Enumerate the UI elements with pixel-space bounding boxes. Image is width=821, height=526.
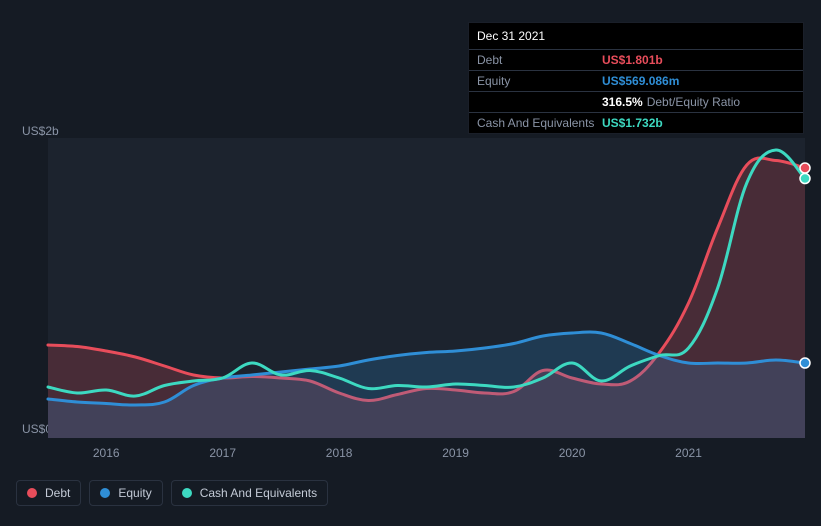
legend-item-equity[interactable]: Equity	[89, 480, 162, 506]
x-axis-tick: 2019	[442, 446, 469, 460]
tooltip-value-cash: US$1.732b	[602, 116, 663, 130]
legend-label: Equity	[118, 486, 151, 500]
tooltip-value-equity: US$569.086m	[602, 74, 679, 88]
x-axis-tick: 2020	[559, 446, 586, 460]
legend-swatch	[27, 488, 37, 498]
tooltip-label: Debt	[477, 53, 602, 67]
legend-label: Debt	[45, 486, 70, 500]
x-axis-tick: 2021	[675, 446, 702, 460]
tooltip-value-debt: US$1.801b	[602, 53, 663, 67]
tooltip-label	[477, 95, 602, 109]
tooltip-row-debt: Debt US$1.801b	[469, 50, 803, 71]
tooltip-label: Equity	[477, 74, 602, 88]
y-axis-tick-max: US$2b	[22, 124, 59, 138]
legend-swatch	[100, 488, 110, 498]
legend-swatch	[182, 488, 192, 498]
tooltip-value-ratio: 316.5%Debt/Equity Ratio	[602, 95, 740, 109]
legend-item-cash-and-equivalents[interactable]: Cash And Equivalents	[171, 480, 328, 506]
tooltip-row-equity: Equity US$569.086m	[469, 71, 803, 92]
tooltip-row-cash: Cash And Equivalents US$1.732b	[469, 113, 803, 133]
x-axis-tick: 2018	[326, 446, 353, 460]
x-axis: 2016 2017 2018 2019 2020 2021	[48, 446, 805, 466]
chart-svg	[48, 138, 805, 438]
chart-legend: Debt Equity Cash And Equivalents	[16, 480, 328, 506]
chart-tooltip: Dec 31 2021 Debt US$1.801b Equity US$569…	[468, 22, 804, 134]
legend-label: Cash And Equivalents	[200, 486, 317, 500]
x-axis-tick: 2017	[209, 446, 236, 460]
chart-marker-cash-and-equivalents	[800, 174, 810, 184]
legend-item-debt[interactable]: Debt	[16, 480, 81, 506]
tooltip-label: Cash And Equivalents	[477, 116, 602, 130]
chart-plot-area[interactable]	[48, 138, 805, 438]
x-axis-tick: 2016	[93, 446, 120, 460]
tooltip-date: Dec 31 2021	[469, 23, 803, 50]
tooltip-row-ratio: 316.5%Debt/Equity Ratio	[469, 92, 803, 113]
chart-marker-debt	[800, 163, 810, 173]
chart-marker-equity	[800, 358, 810, 368]
